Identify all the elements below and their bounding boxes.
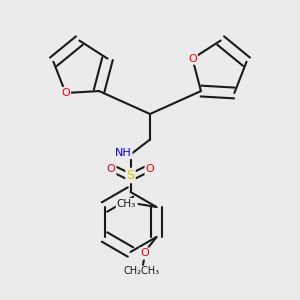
Text: O: O bbox=[61, 88, 70, 98]
Text: CH₂CH₃: CH₂CH₃ bbox=[123, 266, 160, 277]
Text: CH₃: CH₃ bbox=[117, 199, 136, 209]
Text: O: O bbox=[146, 164, 154, 175]
Text: O: O bbox=[106, 164, 116, 175]
Text: NH: NH bbox=[115, 148, 131, 158]
Text: S: S bbox=[127, 169, 134, 182]
Text: O: O bbox=[140, 248, 149, 259]
Text: O: O bbox=[188, 54, 197, 64]
